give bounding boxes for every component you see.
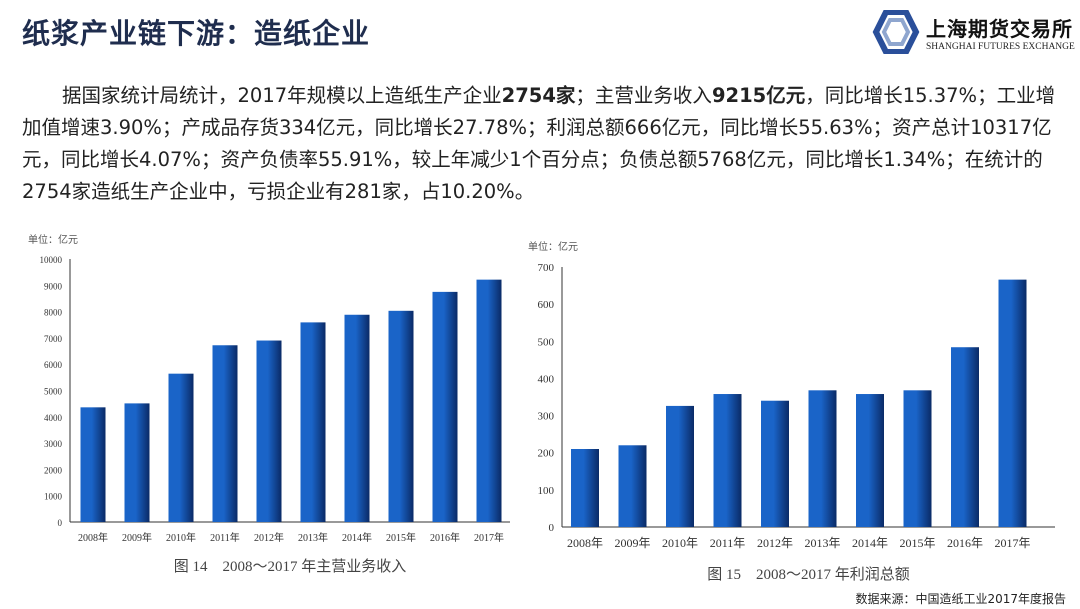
y-tick-label: 8000 (44, 308, 63, 318)
chart-title: 图 14 2008～2017 年主营业务收入 (174, 558, 407, 575)
logo-cn: 上海期货交易所 (926, 16, 1073, 41)
x-tick-label: 2014年 (342, 531, 372, 544)
y-tick-label: 7000 (44, 334, 63, 344)
para-seg: ；主营业务收入 (575, 84, 712, 107)
x-tick-label: 2012年 (254, 531, 284, 544)
y-tick-label: 6000 (44, 360, 63, 370)
x-tick-label: 2015年 (899, 536, 935, 550)
logo-en: SHANGHAI FUTURES EXCHANGE (926, 41, 1075, 52)
chart-title: 图 15 2008～2017 年利润总额 (707, 566, 910, 583)
y-tick-label: 4000 (44, 413, 63, 423)
y-tick-label: 200 (538, 448, 555, 460)
x-tick-label: 2009年 (122, 531, 152, 544)
shfe-logo: 上海期货交易所 SHANGHAI FUTURES EXCHANGE (872, 10, 1075, 54)
y-tick-label: 9000 (44, 281, 63, 291)
y-tick-label: 500 (538, 336, 555, 348)
data-source: 数据来源：中国造纸工业2017年度报告 (855, 592, 1066, 606)
y-tick-label: 0 (58, 518, 63, 528)
y-tick-label: 10000 (40, 255, 63, 265)
x-tick-label: 2017年 (474, 531, 504, 544)
x-tick-label: 2008年 (567, 536, 603, 550)
x-tick-label: 2011年 (710, 536, 746, 550)
y-tick-label: 600 (538, 299, 555, 311)
bar (344, 314, 370, 522)
bar (713, 394, 742, 527)
x-tick-label: 2016年 (947, 536, 983, 550)
bar (571, 449, 599, 527)
shfe-logo-icon (872, 10, 920, 54)
y-tick-label: 300 (538, 411, 555, 423)
x-tick-label: 2017年 (994, 536, 1030, 550)
para-bold: 2754家 (501, 84, 576, 107)
x-tick-label: 2010年 (166, 531, 196, 544)
bar (903, 390, 932, 527)
x-tick-label: 2013年 (298, 531, 328, 544)
bar (808, 390, 837, 527)
para-bold: 9215亿元 (711, 84, 806, 107)
unit-label: 单位：亿元 (28, 233, 78, 246)
x-tick-label: 2010年 (662, 536, 698, 550)
x-tick-label: 2014年 (852, 536, 888, 550)
bar (998, 279, 1027, 527)
y-tick-label: 2000 (44, 465, 63, 475)
y-tick-label: 100 (538, 485, 555, 497)
y-tick-label: 5000 (44, 387, 63, 397)
bar (168, 373, 194, 522)
y-tick-label: 3000 (44, 439, 63, 449)
summary-paragraph: 据国家统计局统计，2017年规模以上造纸生产企业2754家；主营业务收入9215… (22, 80, 1062, 208)
x-tick-label: 2013年 (804, 536, 840, 550)
bar (300, 322, 326, 522)
unit-label: 单位：亿元 (528, 240, 578, 253)
profit-chart: 单位：亿元 0 100 200 300 400 500 600 700 2008年 2009年 201… (528, 240, 1055, 583)
para-seg: 据国家统计局统计，2017年规模以上造纸生产企业 (62, 84, 502, 107)
revenue-chart: 单位：亿元 0 1000 2000 3000 4000 5000 6000 7000 8000 90… (28, 233, 510, 575)
y-tick-label: 0 (549, 522, 555, 534)
para-seg: ，同比增长15.37%；工业增加值增速3.90%；产成品存货334亿元，同比增长… (22, 84, 1056, 203)
bar (476, 279, 502, 522)
bar (856, 394, 884, 527)
x-tick-label: 2016年 (430, 531, 460, 544)
x-tick-label: 2015年 (386, 531, 416, 544)
y-tick-label: 700 (538, 262, 555, 274)
page-title: 纸浆产业链下游：造纸企业 (22, 17, 371, 50)
bar (212, 345, 238, 522)
bar (388, 310, 414, 522)
x-tick-label: 2009年 (614, 536, 650, 550)
x-tick-label: 2011年 (210, 531, 240, 544)
bar (124, 403, 150, 522)
bar (666, 405, 694, 527)
bar (761, 400, 789, 527)
y-tick-label: 1000 (44, 492, 63, 502)
bar (80, 407, 106, 522)
x-tick-label: 2008年 (78, 531, 108, 544)
bar (618, 445, 647, 527)
x-tick-label: 2012年 (757, 536, 793, 550)
bar (432, 291, 458, 522)
bar (256, 340, 282, 522)
y-tick-label: 400 (538, 373, 555, 385)
bar (951, 347, 979, 527)
